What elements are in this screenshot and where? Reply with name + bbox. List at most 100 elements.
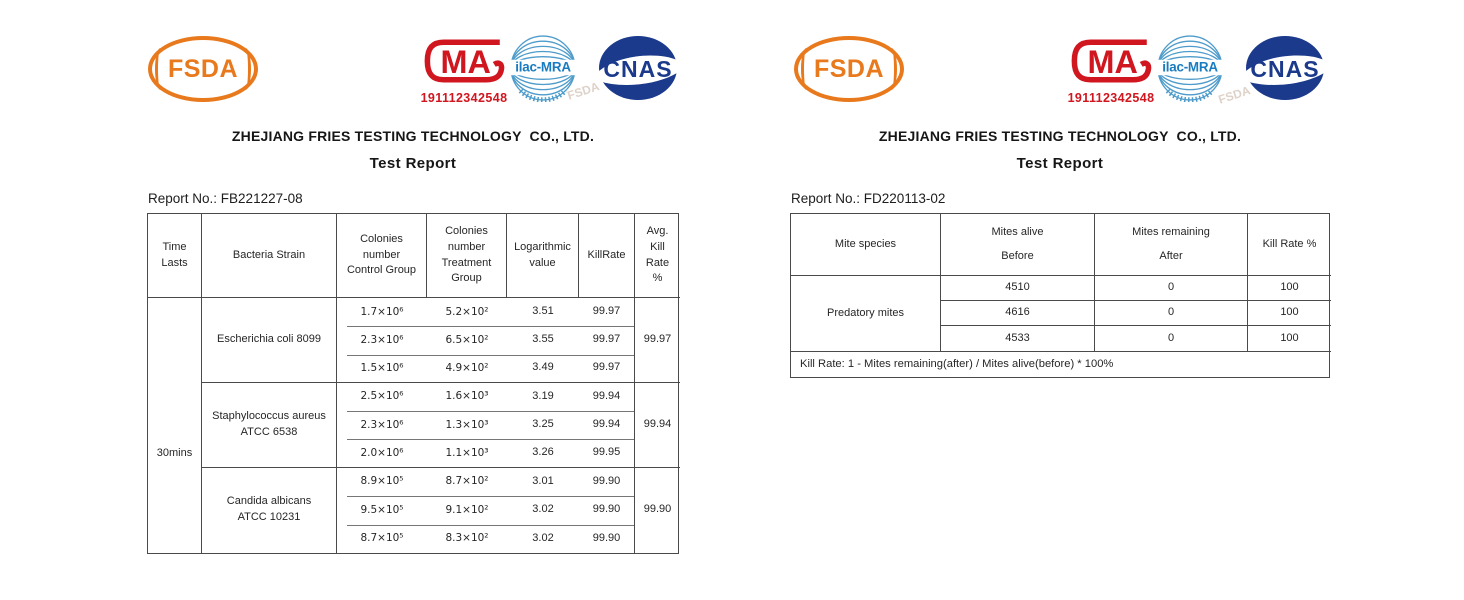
table-cell: 1.7×10⁶ [360, 305, 404, 318]
table-cell: 99.95 [579, 439, 634, 468]
table-cell: 3.01 [532, 474, 554, 487]
report-number-value: FB221227-08 [220, 191, 303, 206]
table-cell: 8.7×10⁵ [360, 531, 404, 544]
table-cell: 6.5×10² [445, 333, 489, 346]
table-cell: 3.02 [532, 531, 554, 544]
table-cell: 2.5×10⁶ [360, 390, 404, 403]
mite-species-cell: Predatory mites [791, 276, 941, 351]
col-header-mites-alive-before: Mites alive Before [941, 214, 1095, 276]
table-cell: 9.5×10⁵ [360, 503, 404, 516]
ilac-mra-logo-text: ilac-MRA [1162, 60, 1218, 75]
col-header-kill-rate: Kill Rate % [1248, 214, 1331, 276]
cma-certificate-number: 191112342548 [420, 91, 508, 105]
table-cell: 3.49 [507, 355, 579, 383]
report-number-label: Report No.: [148, 191, 218, 206]
table-cell: 3.51 [532, 305, 554, 318]
col-header-logarithmic-value: Logarithmic value [507, 214, 579, 298]
report-number-line: Report No.: FD220113-02 [791, 191, 945, 206]
ilac-globe-icon: ilac-MRA [1154, 35, 1226, 103]
col-header-colonies-treatment: Colonies number Treatment Group [427, 214, 507, 298]
left-report-page: FSDA MA 191112342548 [147, 0, 680, 600]
table-cell: 99.97 [592, 305, 621, 318]
cma-logo: MA 191112342548 [1066, 38, 1156, 105]
time-lasts-cell: 30mins [148, 298, 202, 553]
table-cell: 4616 [941, 301, 1095, 326]
col-header-colonies-control: Colonies number Control Group [337, 214, 427, 298]
table-cell: 8.9×10⁵ [360, 475, 404, 488]
fsda-right-arc [240, 48, 252, 90]
table-cell: 8.7×10² [445, 475, 489, 488]
table-cell: 0 [1095, 276, 1248, 301]
table-cell: 5.2×10² [445, 305, 489, 318]
report-number-label: Report No.: [791, 191, 861, 206]
fsda-logo: FSDA [148, 36, 258, 102]
table-cell: 3.26 [507, 439, 579, 468]
row-separator-line [347, 525, 634, 526]
table-cell: 100 [1248, 276, 1331, 301]
table-cell: 4510 [941, 276, 1095, 301]
table-cell: 3.02 [532, 503, 554, 516]
fsda-logo-text: FSDA [813, 54, 885, 83]
table-cell: 99.90 [592, 531, 621, 544]
cma-mark-icon: MA [1071, 39, 1152, 83]
ilac-mra-logo-text: ilac-MRA [515, 60, 571, 75]
fsda-left-arc [800, 48, 812, 90]
strain-cell: Escherichia coli 8099 [202, 298, 337, 383]
table-cell: 99.97 [592, 333, 621, 346]
cma-logo: MA 191112342548 [419, 38, 509, 105]
table-cell: 8.3×10² [445, 531, 489, 544]
cma-certificate-number: 191112342548 [1067, 91, 1155, 105]
table-cell: 3.55 [532, 333, 554, 346]
ilac-mra-logo: ilac-MRA [507, 34, 579, 107]
company-name: ZHEJIANG FRIES TESTING TECHNOLOGY CO., L… [878, 128, 1242, 144]
document-title: Test Report [1016, 155, 1104, 172]
table-cell: 3.19 [532, 390, 554, 403]
cnas-globe-icon: CNAS [599, 36, 677, 100]
ilac-mra-logo: ilac-MRA [1154, 34, 1226, 107]
right-report-page: FSDA MA 191112342548 [790, 0, 1331, 600]
cnas-logo-text: CNAS [1250, 56, 1319, 82]
table-cell: 4.9×10² [427, 355, 507, 383]
mite-test-table: Mite species Mites alive Before Mites re… [790, 213, 1331, 378]
avg-kill-rate-cell: 99.90 [634, 467, 680, 553]
ilac-globe-icon: ilac-MRA [507, 35, 579, 103]
row-separator-line [347, 496, 634, 497]
report-number-line: Report No.: FB221227-08 [148, 191, 303, 206]
cnas-logo: CNAS [597, 34, 679, 107]
row-separator-line [347, 355, 634, 356]
strain-cell: Staphylococcus aureus ATCC 6538 [202, 382, 337, 468]
cma-logo-text: MA [441, 44, 491, 80]
table-cell: 0 [1095, 301, 1248, 326]
fsda-right-arc [886, 48, 898, 90]
table-cell: 99.90 [592, 503, 621, 516]
table-cell: 1.3×10³ [445, 418, 489, 431]
col-header-bacteria-strain: Bacteria Strain [202, 214, 337, 298]
table-cell: 2.3×10⁶ [360, 418, 404, 431]
table-cell: 2.0×10⁶ [337, 439, 427, 468]
table-cell: 1.5×10⁶ [337, 355, 427, 383]
cnas-logo-text: CNAS [603, 56, 672, 82]
col-header-avg-kill-rate: Avg. Kill Rate % [634, 214, 680, 298]
row-separator-line [347, 326, 634, 327]
cnas-logo: CNAS [1244, 34, 1326, 107]
document-title: Test Report [369, 155, 457, 172]
table-cell: 99.90 [592, 474, 621, 487]
col-header-killrate: KillRate [579, 214, 634, 298]
fsda-logo-text: FSDA [167, 54, 239, 83]
table-cell: 100 [1280, 331, 1299, 344]
table-cell: 0 [1095, 326, 1248, 351]
table-cell: 2.3×10⁶ [360, 333, 404, 346]
col-header-mite-species: Mite species [791, 214, 941, 276]
table-cell: 99.94 [592, 390, 621, 403]
cma-mark-icon: MA [424, 39, 505, 83]
strain-cell: Candida albicans ATCC 10231 [202, 467, 337, 553]
fsda-left-arc [154, 48, 166, 90]
cnas-globe-icon: CNAS [1246, 36, 1324, 100]
col-header-mites-remaining-after: Mites remaining After [1095, 214, 1248, 276]
col-header-time-lasts: Time Lasts [148, 214, 202, 298]
bacteria-test-table: Time Lasts Bacteria Strain Colonies numb… [147, 213, 680, 554]
kill-rate-formula-note: Kill Rate: 1 - Mites remaining(after) / … [791, 351, 1331, 377]
row-separator-line [347, 439, 634, 440]
company-name: ZHEJIANG FRIES TESTING TECHNOLOGY CO., L… [231, 128, 595, 144]
